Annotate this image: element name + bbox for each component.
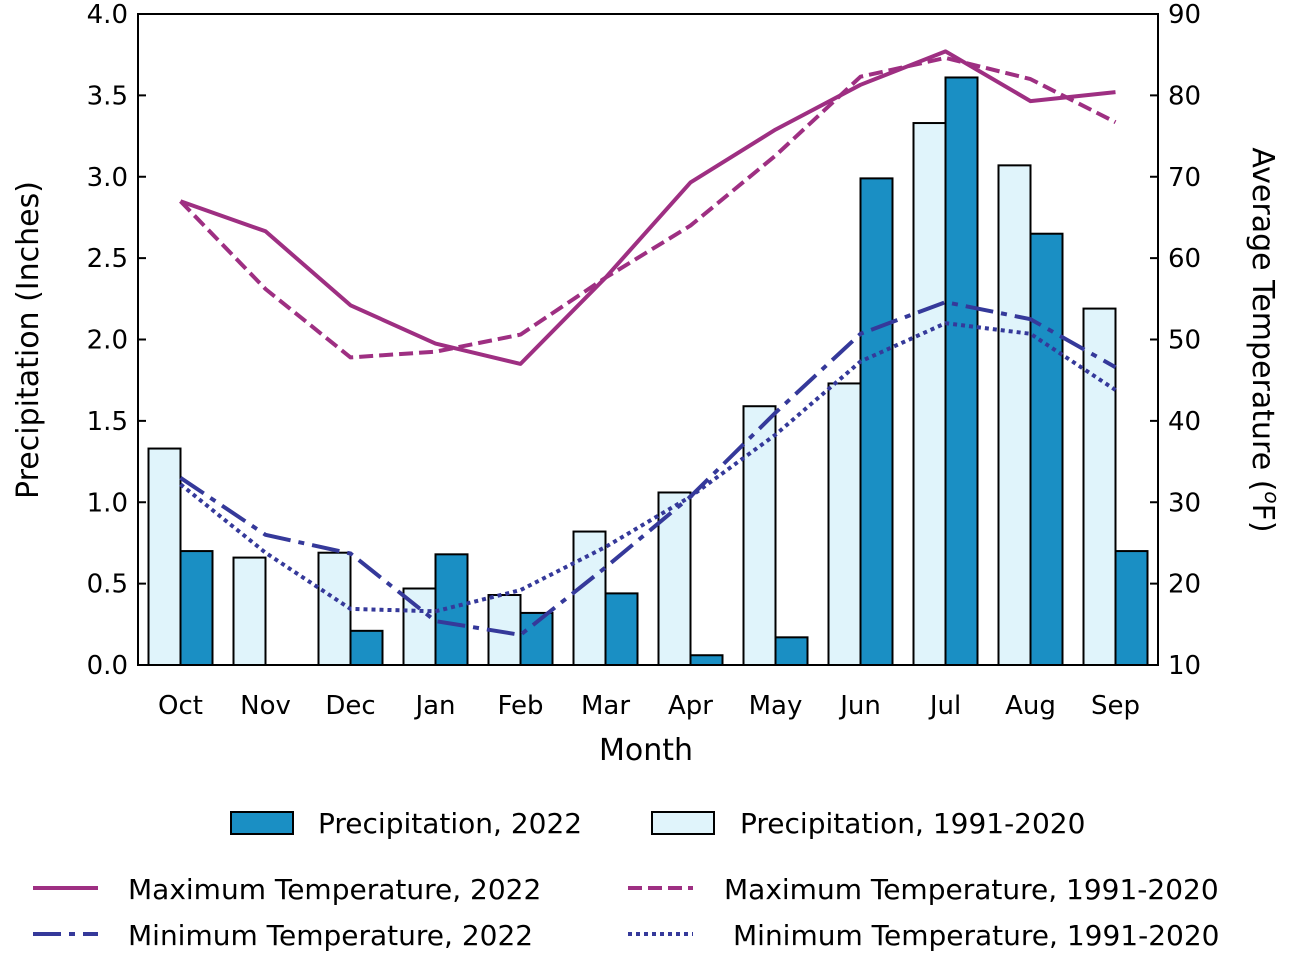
right-tick-label: 70 [1168, 163, 1201, 193]
legend-swatch-precip-2022 [230, 811, 294, 835]
bar-precip-normal-may [742, 405, 777, 666]
legend-swatch-precip-normal [651, 811, 715, 835]
bar-precip-2022-sep [1114, 550, 1149, 667]
temperature-lines [179, 49, 1117, 637]
legend-label-min-normal: Minimum Temperature, 1991-2020 [733, 919, 1219, 952]
bar-precip-2022-mar [604, 592, 639, 667]
left-tick-label: 0.0 [87, 651, 128, 681]
bar-precip-normal-oct [147, 447, 182, 667]
right-tick-label: 90 [1168, 0, 1201, 30]
left-axis-title: Precipitation (Inches) [11, 181, 46, 499]
left-tick-label: 2.0 [87, 326, 128, 356]
x-tick-label-feb: Feb [497, 691, 543, 721]
bar-precip-normal-nov [232, 556, 267, 667]
left-tick-label: 3.5 [87, 81, 128, 111]
line-maximum-temperature-1991-2020 [179, 55, 1117, 360]
bar-precip-2022-oct [179, 550, 214, 667]
bar-precip-normal-sep [1082, 307, 1117, 666]
right-tick-label: 10 [1168, 651, 1201, 681]
x-tick-label-may: May [749, 691, 803, 721]
legend-label-precip-2022: Precipitation, 2022 [318, 807, 582, 840]
left-tick-label: 0.5 [87, 570, 128, 600]
x-tick-label-apr: Apr [668, 691, 713, 721]
bar-precip-2022-jan [434, 553, 469, 667]
bar-precip-2022-jul [944, 76, 979, 667]
bar-precip-normal-mar [572, 530, 607, 666]
legend-label-max-2022: Maximum Temperature, 2022 [128, 873, 541, 906]
right-axis-title: Average Temperature (oF) [1245, 147, 1284, 532]
bars-precip-2022 [179, 76, 1149, 667]
left-axis-ticks: 0.0 0.5 1.0 1.5 2.0 2.5 3.0 3.5 4.0 [87, 0, 146, 681]
legend-label-max-normal: Maximum Temperature, 1991-2020 [724, 873, 1219, 906]
line-minimum-temperature-2022 [179, 300, 1117, 637]
left-tick-label: 1.5 [87, 407, 128, 437]
x-tick-label-jun: Jun [838, 691, 881, 721]
bars-precip-normal [147, 122, 1117, 667]
right-tick-label: 40 [1168, 407, 1201, 437]
bar-precip-2022-dec [349, 629, 384, 667]
bar-precip-2022-apr [689, 654, 724, 666]
x-tick-label-dec: Dec [325, 691, 375, 721]
bar-precip-2022-aug [1029, 232, 1064, 666]
x-tick-label-jul: Jul [928, 691, 961, 721]
bar-precip-normal-jul [912, 122, 947, 667]
line-minimum-temperature-1991-2020 [179, 321, 1117, 614]
x-tick-label-mar: Mar [581, 691, 630, 721]
right-tick-label: 60 [1168, 244, 1201, 274]
x-axis-title: Month [599, 733, 693, 768]
left-tick-label: 2.5 [87, 244, 128, 274]
bar-precip-normal-dec [317, 551, 352, 667]
right-tick-label: 30 [1168, 488, 1201, 518]
x-axis-ticks: Oct Nov Dec Jan Feb Mar Apr May Jun Jul Aug Sep [158, 657, 1140, 721]
right-tick-label: 80 [1168, 81, 1201, 111]
x-tick-label-nov: Nov [240, 691, 291, 721]
legend: Precipitation, 2022 Precipitation, 1991-… [33, 807, 1219, 952]
left-tick-label: 3.0 [87, 163, 128, 193]
left-tick-label: 1.0 [87, 488, 128, 518]
legend-label-precip-normal: Precipitation, 1991-2020 [740, 807, 1085, 840]
left-tick-label: 4.0 [87, 0, 128, 30]
bar-precip-normal-jun [827, 382, 862, 666]
x-tick-label-sep: Sep [1091, 691, 1140, 721]
right-tick-label: 20 [1168, 570, 1201, 600]
legend-label-min-2022: Minimum Temperature, 2022 [128, 919, 533, 952]
x-tick-label-jan: Jan [413, 691, 455, 721]
bar-precip-normal-aug [997, 164, 1032, 666]
bar-precip-2022-may [774, 636, 809, 667]
right-axis-ticks: 10 20 30 40 50 60 70 80 90 [1150, 0, 1201, 681]
x-tick-label-aug: Aug [1005, 691, 1056, 721]
bar-precip-2022-jun [859, 177, 894, 666]
x-tick-label-oct: Oct [158, 691, 203, 721]
right-tick-label: 50 [1168, 326, 1201, 356]
